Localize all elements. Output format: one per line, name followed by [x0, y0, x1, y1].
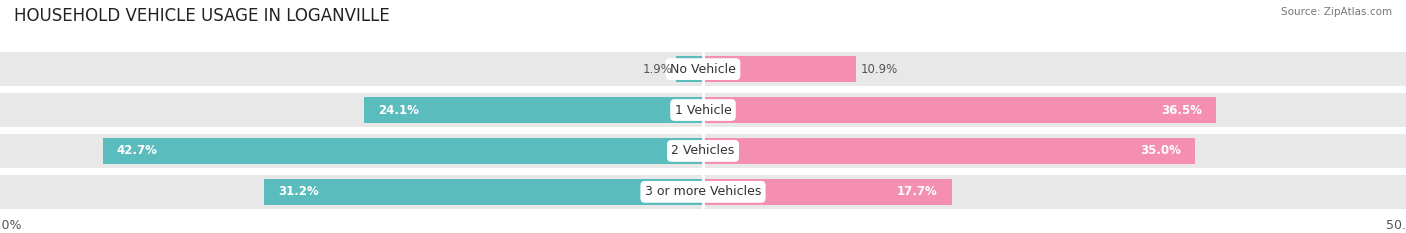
Bar	[703, 56, 856, 82]
Bar	[0, 175, 1406, 209]
Bar	[103, 138, 703, 164]
Bar	[364, 97, 703, 123]
Text: 17.7%: 17.7%	[897, 185, 938, 198]
Text: 1 Vehicle: 1 Vehicle	[675, 103, 731, 116]
Text: 1.9%: 1.9%	[643, 63, 672, 75]
Text: 35.0%: 35.0%	[1140, 144, 1181, 158]
Text: 24.1%: 24.1%	[378, 103, 419, 116]
Text: Source: ZipAtlas.com: Source: ZipAtlas.com	[1281, 7, 1392, 17]
Bar	[676, 56, 703, 82]
Bar	[703, 138, 1195, 164]
Text: 3 or more Vehicles: 3 or more Vehicles	[645, 185, 761, 198]
Text: 31.2%: 31.2%	[278, 185, 319, 198]
Bar	[0, 93, 1406, 127]
Text: HOUSEHOLD VEHICLE USAGE IN LOGANVILLE: HOUSEHOLD VEHICLE USAGE IN LOGANVILLE	[14, 7, 389, 25]
Text: 2 Vehicles: 2 Vehicles	[672, 144, 734, 158]
Bar	[264, 179, 703, 205]
Text: 36.5%: 36.5%	[1161, 103, 1202, 116]
Bar	[0, 52, 1406, 86]
Bar	[703, 97, 1216, 123]
Text: 42.7%: 42.7%	[117, 144, 157, 158]
Text: 10.9%: 10.9%	[860, 63, 897, 75]
Text: No Vehicle: No Vehicle	[671, 63, 735, 75]
Bar	[703, 179, 952, 205]
Bar	[0, 134, 1406, 168]
